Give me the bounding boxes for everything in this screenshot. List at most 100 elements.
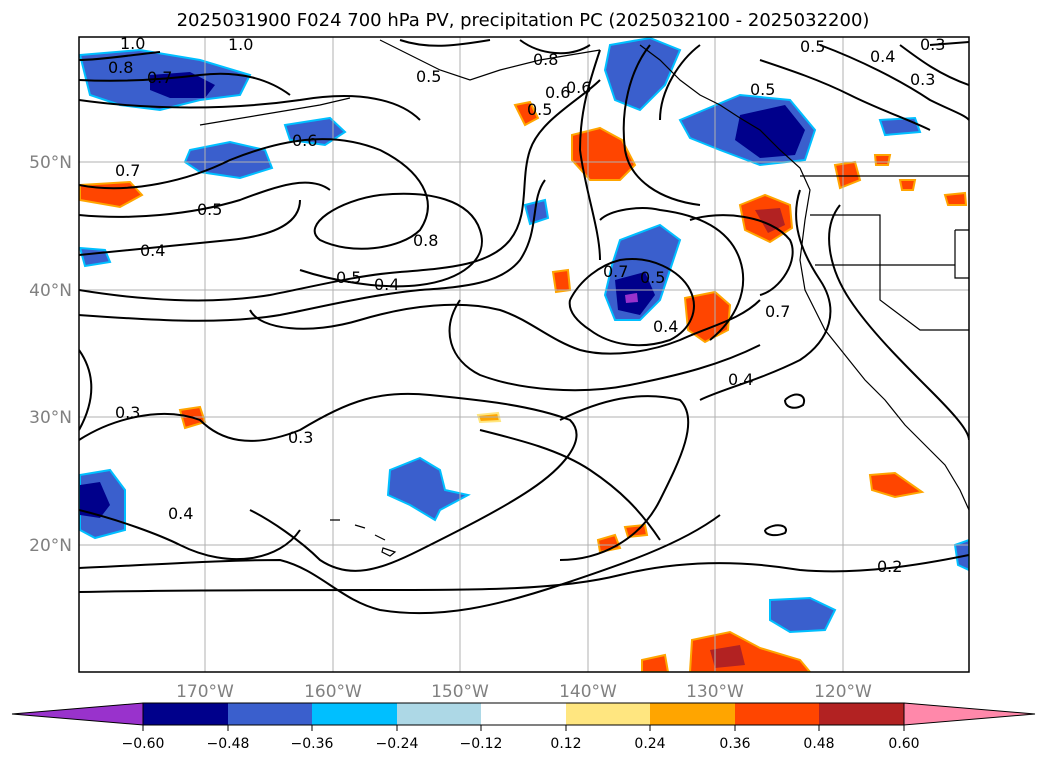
colorbar-tick-label: 0.60 xyxy=(888,736,919,752)
contour-label: 0.3 xyxy=(920,35,945,54)
pv-contour xyxy=(929,41,969,46)
precip-strong-positive-area xyxy=(755,208,785,233)
contour-label: 0.5 xyxy=(416,67,441,86)
lon-label: 160°W xyxy=(304,682,362,702)
precip-positive-area xyxy=(943,191,968,206)
contour-label: 0.4 xyxy=(140,241,165,260)
pv-contour xyxy=(479,429,661,541)
colorbar-max-extend xyxy=(903,702,1036,726)
contour-label: 0.8 xyxy=(108,58,133,77)
pv-contour xyxy=(599,207,745,341)
state-border xyxy=(954,229,969,279)
contour-label: 0.7 xyxy=(147,68,172,87)
state-border xyxy=(810,214,955,266)
latitude-labels: 50°N 40°N 30°N 20°N xyxy=(29,153,72,556)
pv-contour xyxy=(399,39,491,47)
pv-contour xyxy=(519,39,591,55)
colorbar-bin xyxy=(228,703,312,725)
pv-contour xyxy=(578,49,601,261)
pv-contour xyxy=(79,349,93,431)
colorbar-min-extend xyxy=(11,702,144,726)
precip-shading xyxy=(79,37,969,672)
contour-label: 0.7 xyxy=(115,161,140,180)
contour-label: 0.5 xyxy=(336,268,361,287)
contour-label: 0.3 xyxy=(910,70,935,89)
pv-contours xyxy=(79,39,969,615)
contour-label: 1.0 xyxy=(228,35,253,54)
map-panel: 1.0 1.0 0.8 0.7 0.6 0.7 0.5 0.4 0.8 0.5 … xyxy=(79,34,969,672)
contour-label: 0.8 xyxy=(413,231,438,250)
contour-label: 0.4 xyxy=(653,317,678,336)
precip-positive-area xyxy=(868,471,925,499)
colorbar-bin xyxy=(143,703,228,725)
precip-negative-area xyxy=(769,596,837,634)
colorbar-tick-label: 0.36 xyxy=(719,736,750,752)
pv-contour xyxy=(699,189,832,401)
colorbar-tick-label: −0.48 xyxy=(207,736,250,752)
colorbar-tick-label: −0.24 xyxy=(376,736,419,752)
pv-contour xyxy=(568,258,695,347)
colorbar-tick-label: 0.24 xyxy=(634,736,665,752)
pv-contour xyxy=(764,524,787,537)
precip-positive-area xyxy=(551,268,572,294)
north-america-coastline xyxy=(639,44,969,511)
contour-label: 0.5 xyxy=(197,200,222,219)
contour-label: 0.3 xyxy=(115,403,140,422)
precip-negative-area xyxy=(603,37,682,112)
lat-label: 40°N xyxy=(29,281,72,301)
colorbar-bin xyxy=(819,703,904,725)
pv-contour xyxy=(79,199,301,256)
colorbar-bin xyxy=(566,703,650,725)
colorbar-tick-label: −0.36 xyxy=(291,736,334,752)
lat-label: 50°N xyxy=(29,153,72,173)
precip-positive-area xyxy=(833,160,862,190)
precip-negative-area xyxy=(79,246,112,268)
contour-label: 0.5 xyxy=(640,268,665,287)
colorbar-tick-label: −0.12 xyxy=(460,736,503,752)
lon-label: 130°W xyxy=(686,682,744,702)
precip-negative-area xyxy=(523,198,550,226)
pv-contour xyxy=(79,79,601,302)
precip-strongest-negative-area xyxy=(625,293,638,303)
contour-label: 0.5 xyxy=(750,80,775,99)
pv-contour xyxy=(79,138,483,288)
colorbar-tick-label: 0.12 xyxy=(550,736,581,752)
colorbar-frame xyxy=(142,702,905,726)
pv-contour xyxy=(79,51,161,61)
contour-label: 0.7 xyxy=(603,262,628,281)
pv-contour xyxy=(79,72,291,96)
lon-label: 140°W xyxy=(559,682,617,702)
contour-label: 0.4 xyxy=(728,370,753,389)
longitude-labels: 170°W 160°W 150°W 140°W 130°W 120°W xyxy=(176,682,872,702)
contour-label: 1.0 xyxy=(120,34,145,53)
pv-contour xyxy=(899,44,969,86)
colorbar-tick-label: −0.60 xyxy=(122,736,165,752)
contour-label: 0.5 xyxy=(800,37,825,56)
hawaii-islands xyxy=(330,519,397,557)
pv-contour xyxy=(448,299,761,392)
contour-label: 0.6 xyxy=(292,131,317,150)
pv-contour xyxy=(79,554,969,593)
contour-label: 0.4 xyxy=(870,47,895,66)
contour-label: 0.6 xyxy=(545,83,570,102)
contour-label: 0.3 xyxy=(288,428,313,447)
precip-positive-area xyxy=(641,653,670,672)
pv-contour xyxy=(79,95,421,121)
map-frame xyxy=(78,36,970,673)
contour-label: 0.5 xyxy=(527,100,552,119)
pv-contour xyxy=(79,181,331,218)
colorbar-ticks xyxy=(142,725,905,731)
colorbar-bin xyxy=(735,703,819,725)
state-border xyxy=(879,265,969,331)
contour-label: 0.4 xyxy=(374,275,399,294)
pv-contour xyxy=(819,44,969,121)
precip-negative-area xyxy=(386,456,471,522)
lon-label: 150°W xyxy=(431,682,489,702)
precip-strong-negative-area xyxy=(735,105,805,158)
pv-contour xyxy=(659,44,701,121)
pv-contour xyxy=(79,514,721,615)
pv-contour xyxy=(622,44,701,206)
pv-contour xyxy=(689,214,794,296)
map-title: 2025031900 F024 700 hPa PV, precipitatio… xyxy=(177,10,870,31)
